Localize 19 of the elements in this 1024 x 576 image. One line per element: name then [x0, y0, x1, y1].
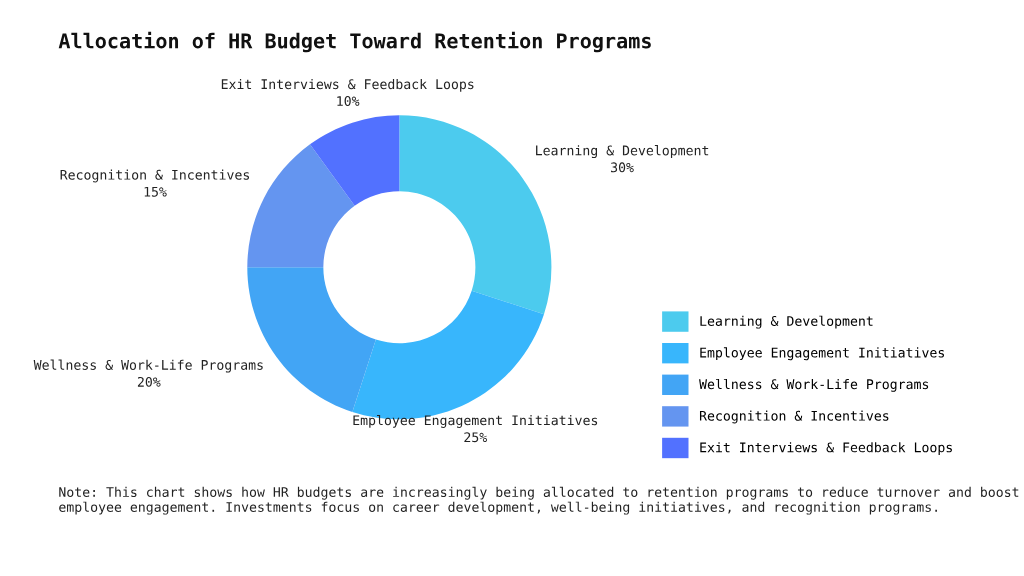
legend-label: Exit Interviews & Feedback Loops	[700, 442, 952, 455]
data-label: 20%	[137, 376, 161, 387]
data-label: 25%	[464, 432, 487, 443]
slice-label: Employee Engagement Initiatives	[353, 414, 598, 428]
donut-slice	[247, 144, 355, 268]
data-label: 30%	[611, 162, 634, 173]
slice-label: Exit Interviews & Feedback Loops	[221, 78, 474, 92]
legend-label: Wellness & Work-Life Programs	[699, 378, 929, 392]
text: Note: This chart shows how HR budgets are increasingly being allocated to retention programs to reduce turnover and boost employee engagement. Investments focus on career development, well-being initiatives, and recognition programs.	[59, 486, 1019, 515]
legend-label: Learning & Development	[700, 315, 873, 329]
data-label: 15%	[144, 186, 167, 197]
data-label: 10%	[337, 96, 360, 107]
slice-label: Recognition & Incentives	[60, 169, 250, 183]
legend-label: Recognition & Incentives	[699, 410, 889, 424]
slice-label: Wellness & Work-Life Programs	[33, 359, 263, 373]
chart-title: Allocation of HR Budget Toward Retention Programs	[58, 31, 651, 53]
legend-label: Employee Engagement Initiatives	[700, 347, 945, 361]
slice-label: Learning & Development	[536, 145, 709, 159]
donut-slice	[309, 115, 400, 206]
